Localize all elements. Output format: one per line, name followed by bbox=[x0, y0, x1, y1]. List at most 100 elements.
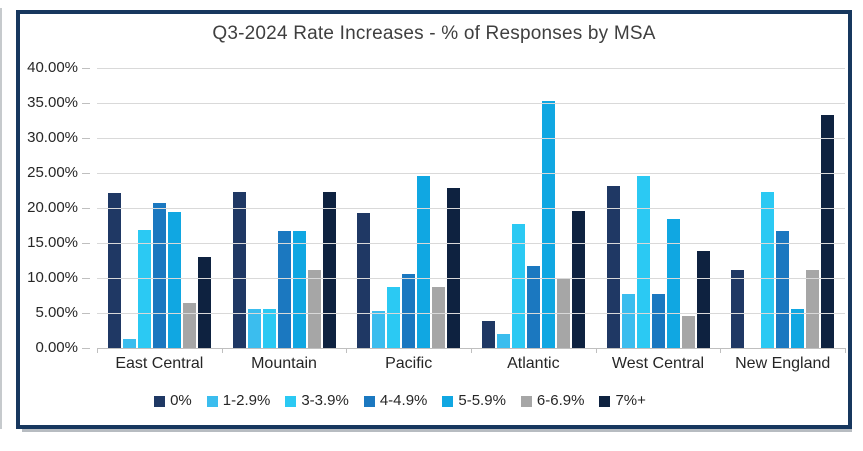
y-tick-label: 40.00% bbox=[27, 59, 78, 76]
legend: 0% 1-2.9% 3-3.9% 4-4.9% 5-5.9% 6-6.9% 7%+ bbox=[0, 392, 814, 410]
y-tick-label: 30.00% bbox=[27, 129, 78, 146]
bar-5-5.9% bbox=[791, 309, 805, 348]
bar-0% bbox=[731, 270, 745, 348]
gridline bbox=[97, 138, 845, 139]
bar-5-5.9% bbox=[417, 176, 431, 348]
bar-group-mountain bbox=[222, 68, 347, 348]
frame-shadow-bottom bbox=[22, 429, 852, 432]
x-category-label: New England bbox=[735, 355, 831, 372]
legend-label: 4-4.9% bbox=[379, 392, 428, 409]
legend-item-3-3.9%: 3-3.9% bbox=[285, 392, 349, 410]
bar-group-east-central bbox=[97, 68, 222, 348]
bar-6-6.9% bbox=[182, 302, 196, 348]
y-tick-mark bbox=[82, 348, 90, 349]
gridline bbox=[97, 103, 845, 104]
x-category-label: West Central bbox=[611, 355, 705, 372]
y-tick-label: 35.00% bbox=[27, 94, 78, 111]
legend-item-6-6.9%: 6-6.9% bbox=[520, 392, 585, 410]
x-category-label: Atlantic bbox=[507, 355, 560, 372]
legend-label: 6-6.9% bbox=[536, 392, 585, 409]
bar-3-3.9% bbox=[761, 192, 775, 348]
y-tick-mark bbox=[82, 313, 90, 314]
y-tick-label: 20.00% bbox=[27, 199, 78, 216]
bar-7%+ bbox=[571, 210, 585, 348]
legend-item-0%: 0% bbox=[154, 392, 192, 410]
bar-4-4.9% bbox=[152, 202, 166, 348]
legend-label: 3-3.9% bbox=[301, 392, 349, 409]
frame-shadow-left bbox=[0, 8, 2, 429]
bar-3-3.9% bbox=[511, 224, 525, 348]
bar-4-4.9% bbox=[277, 231, 291, 348]
legend-label: 5-5.9% bbox=[458, 392, 506, 409]
legend-item-1-2.9%: 1-2.9% bbox=[206, 392, 271, 410]
bar-1-2.9% bbox=[247, 309, 261, 348]
legend-swatch-icon bbox=[285, 395, 297, 407]
y-tick-label: 0.00% bbox=[35, 339, 78, 356]
bar-1-2.9% bbox=[496, 334, 510, 348]
bar-7%+ bbox=[447, 188, 461, 348]
bar-7%+ bbox=[322, 192, 336, 348]
gridline bbox=[97, 173, 845, 174]
x-category-label: Pacific bbox=[385, 355, 433, 372]
y-tick-mark bbox=[82, 173, 90, 174]
x-tick-mark bbox=[720, 348, 722, 353]
bar-3-3.9% bbox=[636, 175, 650, 348]
bar-4-4.9% bbox=[776, 231, 790, 348]
bar-5-5.9% bbox=[666, 218, 680, 348]
x-tick-mark bbox=[595, 348, 597, 353]
bar-5-5.9% bbox=[292, 231, 306, 348]
gridline bbox=[97, 68, 845, 69]
x-category-label: Mountain bbox=[251, 355, 317, 372]
plot-area bbox=[97, 68, 846, 353]
y-tick-label: 5.00% bbox=[35, 304, 78, 321]
legend-swatch-icon bbox=[520, 395, 532, 407]
legend-swatch-icon bbox=[206, 395, 218, 407]
bar-6-6.9% bbox=[432, 286, 446, 348]
gridline bbox=[97, 243, 845, 244]
legend-swatch-icon bbox=[154, 395, 166, 407]
bar-0% bbox=[606, 186, 620, 348]
bar-6-6.9% bbox=[806, 270, 820, 348]
bar-4-4.9% bbox=[402, 274, 416, 348]
legend-label: 0% bbox=[170, 392, 192, 409]
x-tick-mark bbox=[471, 348, 472, 353]
x-category-label: East Central bbox=[115, 355, 204, 372]
legend-label: 7%+ bbox=[615, 392, 646, 409]
y-tick-label: 10.00% bbox=[27, 269, 78, 286]
y-tick-mark bbox=[82, 68, 90, 69]
bar-7%+ bbox=[197, 257, 211, 348]
bar-0% bbox=[481, 320, 495, 348]
x-axis-labels: East Central Mountain Pacific Atlantic West … bbox=[97, 354, 845, 374]
legend-swatch-icon bbox=[442, 395, 454, 407]
bar-group-west-central bbox=[596, 68, 721, 348]
legend-swatch-icon bbox=[599, 395, 611, 407]
bar-groups bbox=[97, 68, 845, 348]
bar-4-4.9% bbox=[526, 265, 540, 348]
bar-0% bbox=[107, 193, 121, 348]
y-tick-label: 25.00% bbox=[27, 164, 78, 181]
legend-swatch-icon bbox=[363, 395, 375, 407]
gridline bbox=[97, 313, 845, 314]
x-tick-mark bbox=[97, 348, 98, 353]
x-tick-mark bbox=[845, 348, 846, 353]
gridline bbox=[97, 278, 845, 279]
bar-6-6.9% bbox=[681, 315, 695, 348]
y-axis: 40.00% 35.00% 30.00% 25.00% 20.00% 15.00% 10.0… bbox=[20, 14, 78, 425]
chart-title: Q3-2024 Rate Increases - % of Responses … bbox=[212, 23, 656, 44]
legend-item-4-4.9%: 4-4.9% bbox=[363, 392, 428, 410]
x-tick-mark bbox=[221, 348, 223, 353]
bar-3-3.9% bbox=[387, 286, 401, 348]
gridline bbox=[97, 208, 845, 209]
y-tick-mark bbox=[82, 138, 90, 139]
bar-1-2.9% bbox=[122, 338, 136, 348]
y-tick-mark bbox=[82, 103, 90, 104]
bar-4-4.9% bbox=[651, 294, 665, 348]
legend-item-7%+: 7%+ bbox=[599, 392, 646, 410]
bar-3-3.9% bbox=[262, 309, 276, 348]
y-tick-mark bbox=[82, 243, 90, 244]
legend-label: 1-2.9% bbox=[222, 392, 271, 409]
bar-7%+ bbox=[696, 251, 710, 348]
bar-0% bbox=[232, 192, 246, 348]
bar-5-5.9% bbox=[167, 211, 181, 348]
bar-1-2.9% bbox=[372, 311, 386, 348]
